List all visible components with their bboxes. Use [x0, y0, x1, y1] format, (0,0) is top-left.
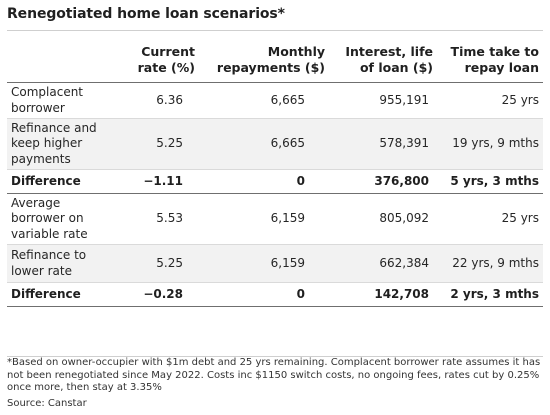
table-header-row: Current rate (%) Monthly repayments ($) … [7, 44, 543, 83]
time-to-repay-cell: 25 yrs [437, 193, 543, 245]
header-interest-life-of-loan: Interest, life of loan ($) [329, 44, 437, 83]
current-rate-cell: 6.36 [113, 82, 199, 119]
interest-cell: 955,191 [329, 82, 437, 119]
current-rate-cell: −0.28 [113, 282, 199, 307]
row-label: Difference [7, 169, 113, 194]
time-to-repay-cell: 19 yrs, 9 mths [437, 118, 543, 170]
current-rate-cell: 5.53 [113, 193, 199, 245]
difference-row: Difference −1.11 0 376,800 5 yrs, 3 mths [7, 169, 543, 194]
interest-cell: 578,391 [329, 118, 437, 170]
header-time-to-repay: Time take to repay loan [437, 44, 543, 83]
loan-scenarios-table: Current rate (%) Monthly repayments ($) … [7, 44, 543, 307]
monthly-repayments-cell: 0 [199, 282, 329, 307]
header-monthly-repayments: Monthly repayments ($) [199, 44, 329, 83]
time-to-repay-cell: 5 yrs, 3 mths [437, 169, 543, 194]
table-row: Complacent borrower 6.36 6,665 955,191 2… [7, 82, 543, 119]
interest-cell: 662,384 [329, 244, 437, 283]
row-label: Complacent borrower [7, 82, 113, 119]
monthly-repayments-cell: 0 [199, 169, 329, 194]
figure-title: Renegotiated home loan scenarios* [7, 6, 285, 22]
title-divider [7, 30, 543, 31]
monthly-repayments-cell: 6,665 [199, 82, 329, 119]
row-label: Refinance and keep higher payments [7, 118, 113, 170]
time-to-repay-cell: 25 yrs [437, 82, 543, 119]
current-rate-cell: −1.11 [113, 169, 199, 194]
monthly-repayments-cell: 6,665 [199, 118, 329, 170]
row-label: Average borrower on variable rate [7, 193, 113, 245]
table-row: Refinance to lower rate 5.25 6,159 662,3… [7, 244, 543, 283]
source-credit: Source: Canstar [7, 398, 87, 409]
interest-cell: 376,800 [329, 169, 437, 194]
row-label: Difference [7, 282, 113, 307]
header-scenario [7, 44, 113, 83]
table-row: Refinance and keep higher payments 5.25 … [7, 118, 543, 170]
current-rate-cell: 5.25 [113, 244, 199, 283]
table-row: Average borrower on variable rate 5.53 6… [7, 193, 543, 245]
footnote: *Based on owner-occupier with $1m debt a… [7, 356, 543, 395]
monthly-repayments-cell: 6,159 [199, 244, 329, 283]
interest-cell: 142,708 [329, 282, 437, 307]
current-rate-cell: 5.25 [113, 118, 199, 170]
monthly-repayments-cell: 6,159 [199, 193, 329, 245]
difference-row: Difference −0.28 0 142,708 2 yrs, 3 mths [7, 282, 543, 307]
row-label: Refinance to lower rate [7, 244, 113, 283]
header-current-rate: Current rate (%) [113, 44, 199, 83]
time-to-repay-cell: 22 yrs, 9 mths [437, 244, 543, 283]
interest-cell: 805,092 [329, 193, 437, 245]
footnote-text: *Based on owner-occupier with $1m debt a… [7, 357, 541, 393]
time-to-repay-cell: 2 yrs, 3 mths [437, 282, 543, 307]
